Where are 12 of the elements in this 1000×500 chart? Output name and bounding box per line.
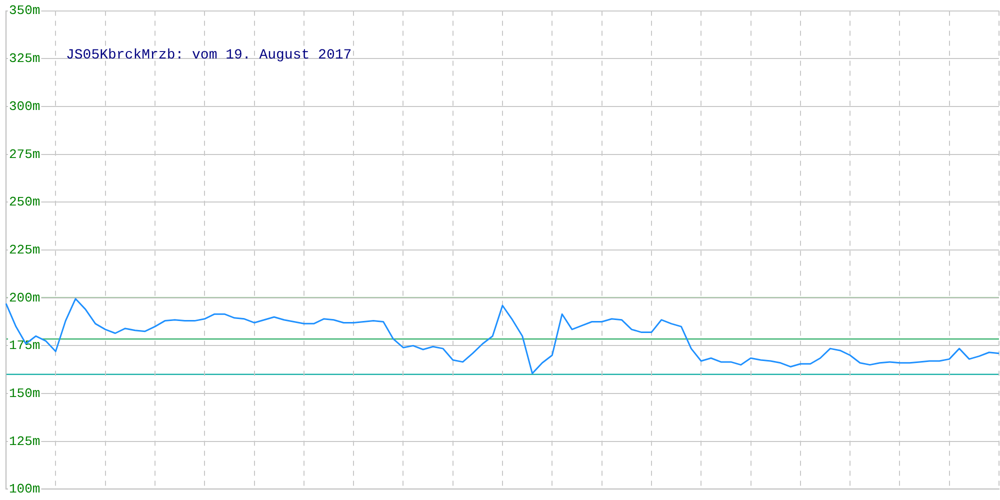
y-tick-label: 150m — [9, 386, 40, 401]
y-tick-label: 175m — [9, 338, 40, 354]
y-tick-label: 125m — [9, 434, 40, 449]
y-tick-label: 250m — [9, 194, 40, 210]
y-tick-label: 100m — [9, 482, 40, 497]
y-tick-label: 300m — [9, 98, 40, 114]
y-tick-label: 325m — [9, 51, 40, 66]
y-tick-label: 225m — [9, 242, 40, 258]
text: JS05KbrckMrzb: vom 19. August 2017 — [66, 47, 352, 64]
y-tick-label: 200m — [9, 290, 40, 306]
y-tick-label: 275m — [9, 146, 40, 162]
y-tick-label: 350m — [9, 3, 40, 18]
